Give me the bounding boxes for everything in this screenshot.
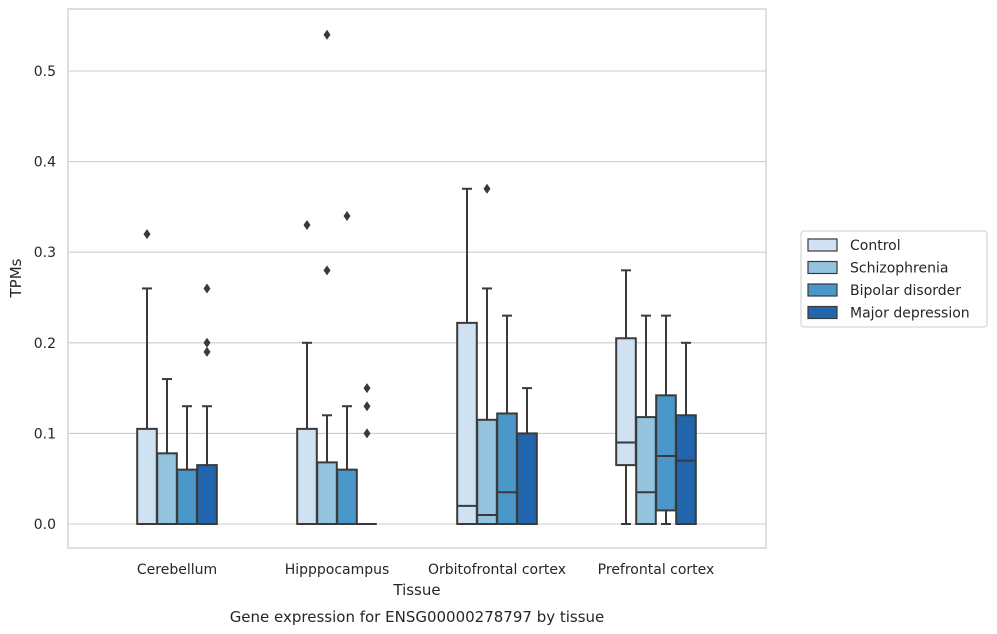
iqr-box — [456, 321, 478, 526]
y-tick-label: 0.4 — [34, 155, 56, 171]
iqr-box — [615, 337, 637, 467]
series-bipolar-disorder — [176, 210, 677, 526]
outlier-point — [203, 337, 211, 348]
legend-item: Major depression — [807, 305, 970, 322]
outlier-point — [143, 229, 151, 240]
x-tick-label: Prefrontal cortex — [598, 562, 715, 578]
outlier-point — [203, 346, 211, 357]
iqr-box — [675, 414, 697, 525]
x-tick-label: Cerebellum — [137, 562, 217, 578]
legend-label: Control — [850, 238, 901, 254]
iqr-box — [496, 412, 518, 525]
y-tick-labels: 0.0 0.1 0.2 0.3 0.4 0.5 — [34, 64, 56, 533]
box-plot — [156, 378, 178, 525]
box-plot — [316, 29, 338, 525]
iqr-box — [196, 464, 218, 525]
outlier-point — [363, 428, 371, 439]
outlier-point — [303, 220, 311, 231]
box-plot — [615, 269, 637, 525]
legend: Control Schizophrenia Bipolar disorder Majo… — [800, 230, 988, 328]
y-tick-label: 0.1 — [34, 426, 56, 442]
legend-frame — [800, 230, 988, 328]
iqr-box — [156, 452, 178, 525]
legend-swatch — [807, 260, 838, 275]
x-axis-title: Tissue — [392, 581, 440, 599]
x-tick-label: Hipppocampus — [285, 562, 390, 578]
outlier-point — [483, 183, 491, 194]
outlier-point — [203, 283, 211, 294]
box-plot — [336, 210, 358, 526]
box-plot — [655, 314, 677, 525]
outlier-point — [323, 265, 331, 276]
legend-item: Schizophrenia — [807, 260, 948, 277]
x-tick-labels: Cerebellum Hipppocampus Orbitofrontal cort… — [137, 562, 714, 578]
x-tick-label: Orbitofrontal cortex — [428, 562, 566, 578]
iqr-box — [336, 468, 358, 526]
box-plot — [496, 314, 518, 525]
y-axis-title: TPMs — [7, 258, 25, 298]
iqr-box — [176, 468, 198, 526]
chart-caption: Gene expression for ENSG00000278797 by t… — [230, 608, 605, 626]
box-plot — [516, 387, 538, 525]
iqr-box — [476, 418, 498, 525]
y-tick-label: 0.5 — [34, 64, 56, 80]
box-plot — [357, 383, 377, 525]
legend-swatch — [807, 283, 838, 297]
legend-item: Bipolar disorder — [807, 283, 961, 299]
legend-swatch — [807, 238, 838, 252]
iqr-box — [296, 427, 318, 525]
legend-item: Control — [807, 238, 901, 254]
box-plot — [456, 187, 478, 526]
box-plot — [136, 229, 158, 525]
y-tick-label: 0.3 — [34, 245, 56, 261]
legend-label: Bipolar disorder — [850, 283, 961, 299]
box-plot — [476, 183, 498, 525]
outlier-point — [363, 401, 371, 412]
series-control — [136, 187, 637, 526]
series-major-depression — [196, 283, 697, 525]
series-schizophrenia — [156, 29, 657, 526]
y-tick-label: 0.0 — [34, 517, 56, 533]
box-plot — [675, 341, 697, 525]
iqr-box — [136, 427, 158, 525]
iqr-box — [516, 432, 538, 525]
iqr-box — [316, 461, 338, 525]
box-plot — [176, 405, 198, 526]
box-plot — [196, 283, 218, 525]
box-series — [136, 29, 697, 526]
plot-area-frame — [67, 8, 767, 549]
iqr-box — [655, 394, 677, 512]
legend-swatch — [807, 305, 838, 320]
y-tick-label: 0.2 — [34, 336, 56, 352]
iqr-box — [635, 416, 657, 526]
legend-label: Schizophrenia — [850, 261, 948, 277]
outlier-point — [363, 383, 371, 394]
legend-label: Major depression — [850, 306, 970, 322]
box-plot — [296, 220, 318, 525]
box-plot — [635, 314, 657, 526]
outlier-point — [323, 29, 331, 40]
outlier-point — [343, 210, 351, 221]
